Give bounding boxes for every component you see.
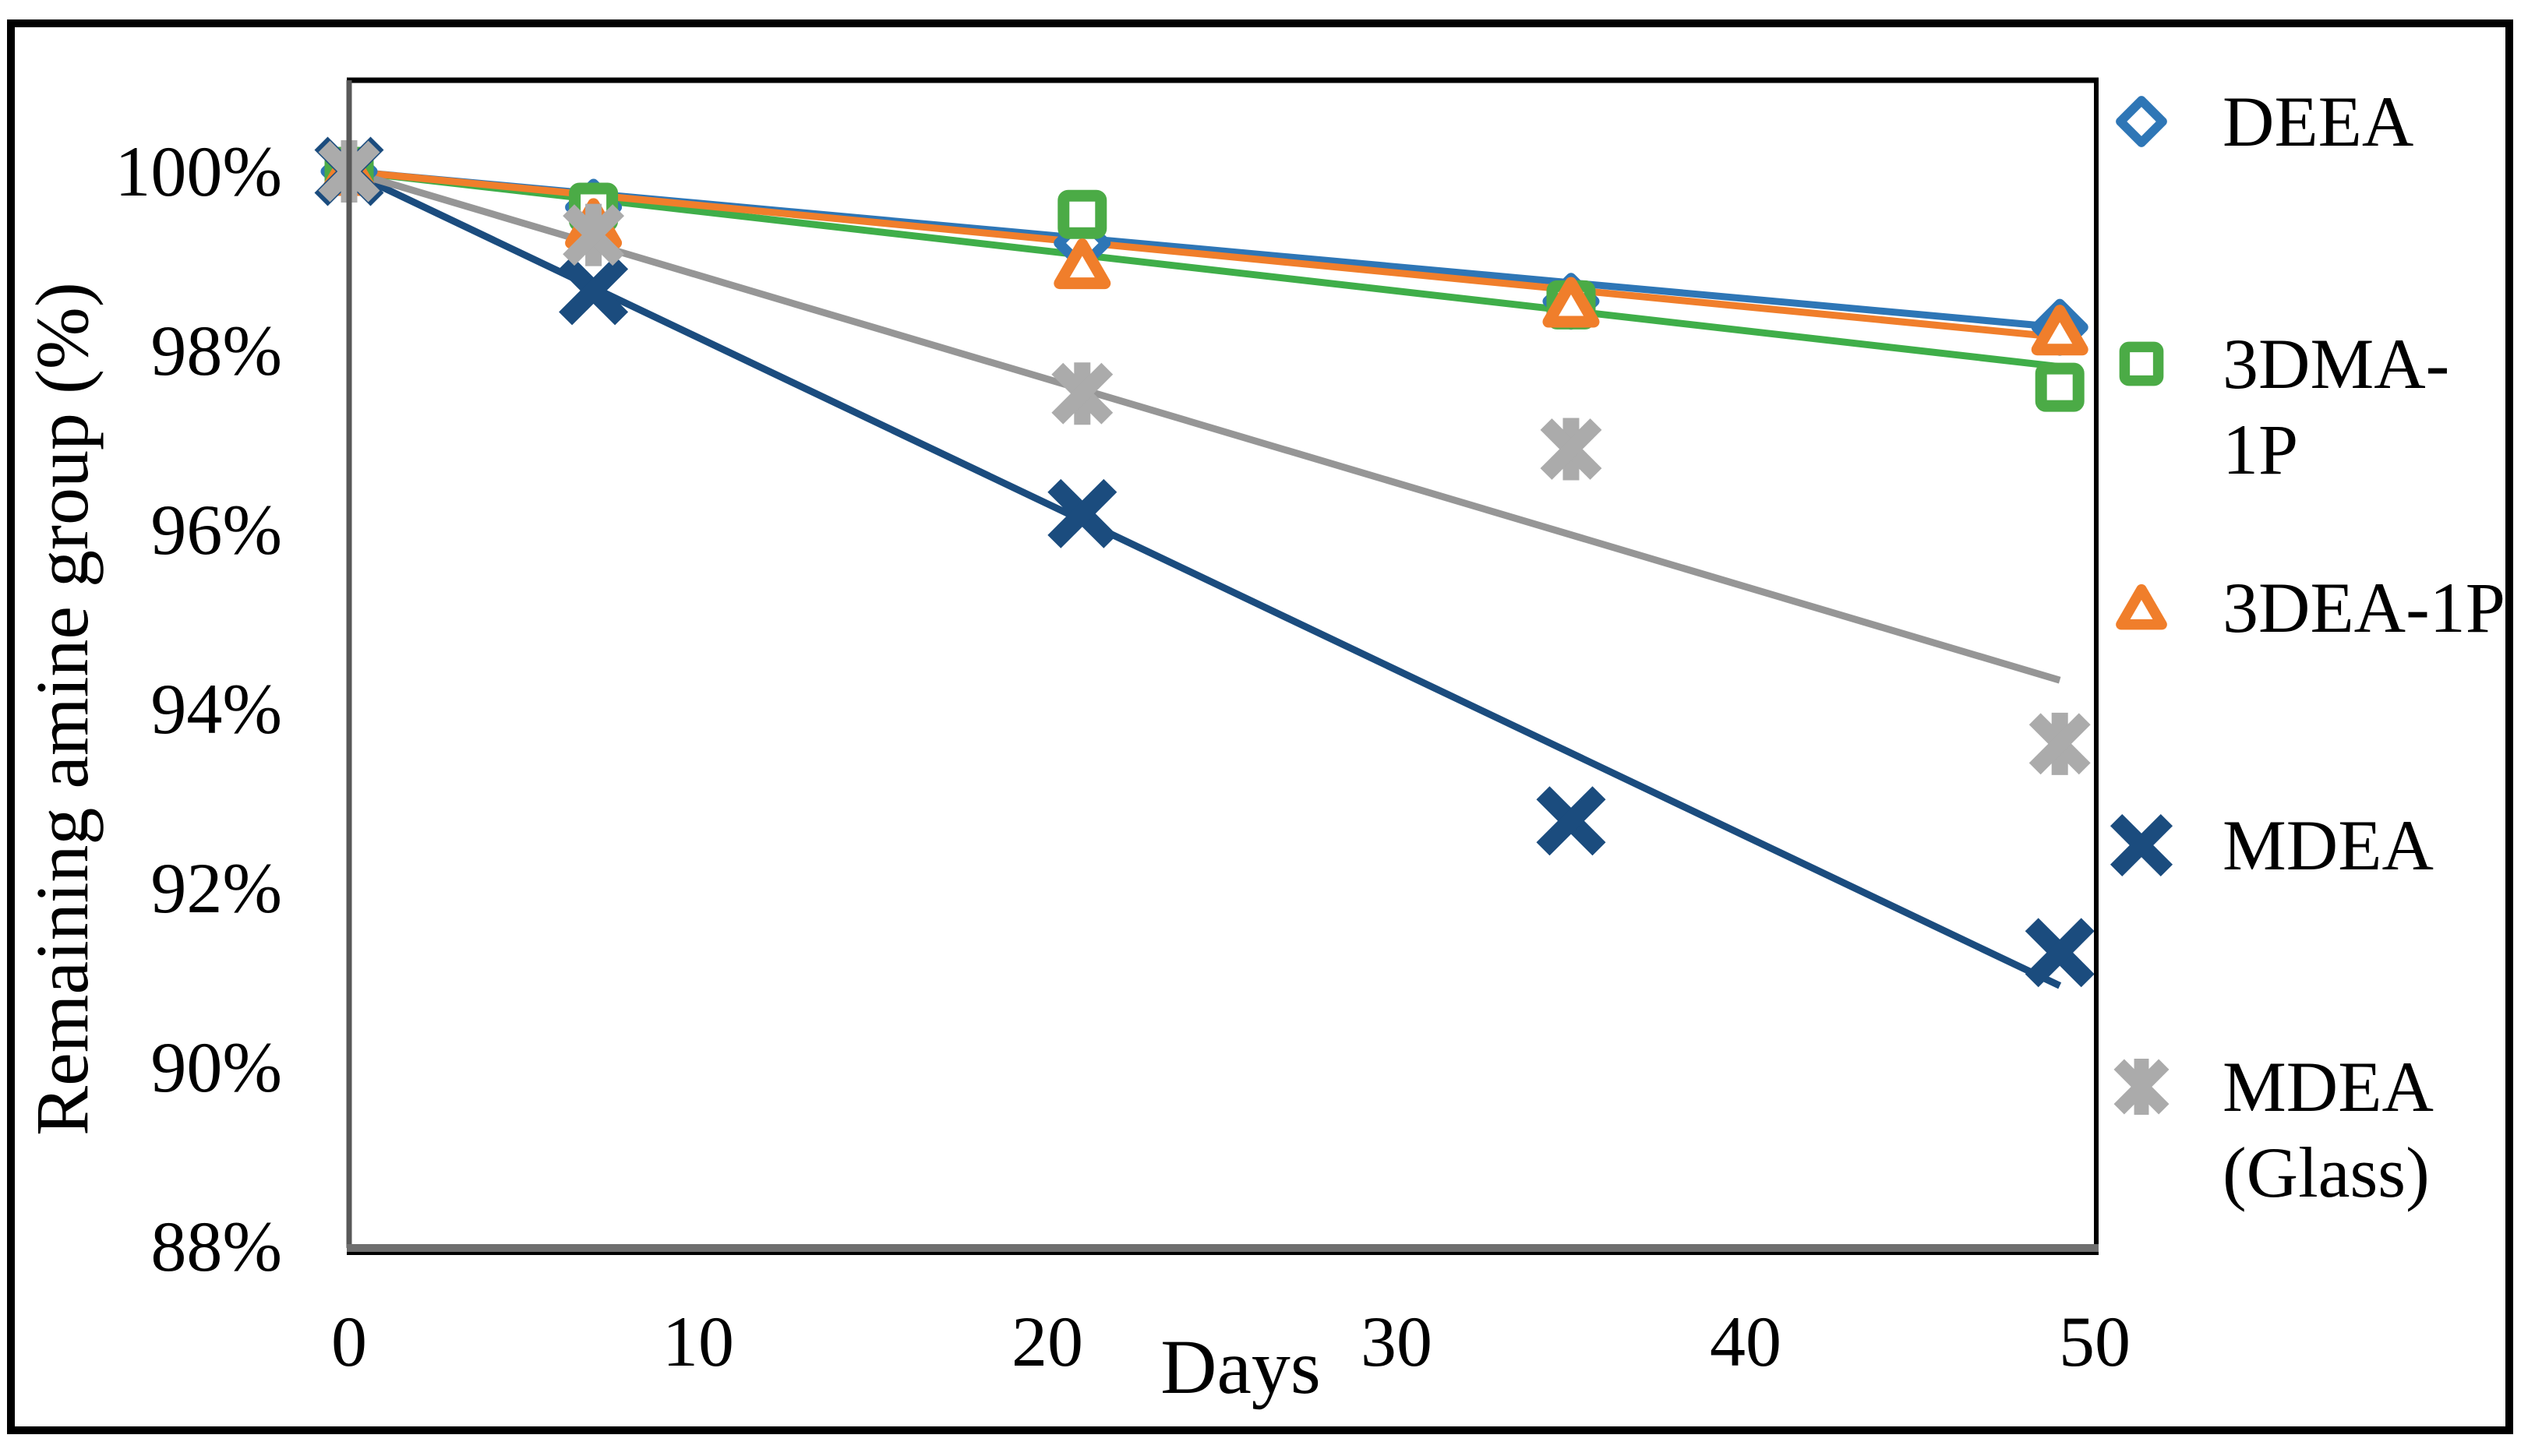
figure-border — [7, 19, 2513, 1434]
x-tick-label: 20 — [1012, 1302, 1083, 1381]
x-axis-line-edge — [347, 1252, 2099, 1255]
data-point-x — [1536, 786, 1606, 856]
legend-label: (Glass) — [2223, 1133, 2430, 1212]
x-tick-label: 40 — [1710, 1302, 1781, 1381]
axis-text-layer: 100% 98% 96% 94% 92% 90% 88% 0 10 20 30 40 50 Days Rem… — [20, 132, 2131, 1410]
axes-layer — [346, 77, 2099, 1255]
data-point-square — [1057, 189, 1107, 239]
line — [1047, 478, 1117, 548]
legend-marker-square — [2119, 341, 2164, 386]
legend-marker-asterisk — [2113, 1059, 2170, 1115]
x-tick-label: 10 — [662, 1302, 734, 1381]
y-tick-label: 100% — [115, 132, 282, 211]
line — [1051, 362, 1114, 425]
x-tick-label: 50 — [2059, 1302, 2131, 1381]
trendlines-layer — [348, 167, 2062, 989]
line — [1536, 786, 1606, 856]
trendline-mdea-glass- — [348, 167, 2061, 684]
legend-label: MDEA — [2223, 806, 2434, 885]
y-tick-label: 98% — [150, 311, 282, 390]
data-point-x — [559, 256, 629, 326]
legend-entry-deea: DEEA — [2116, 82, 2413, 161]
legend-entry-3dea-1p: 3DEA-1P — [2116, 568, 2505, 647]
trendline-3dea-1p — [348, 167, 2060, 341]
line — [2110, 813, 2173, 877]
legend-label: 1P — [2223, 410, 2298, 489]
legend-marker-diamond — [2116, 96, 2167, 147]
y-axis-title: Remaining amine group (%) — [20, 282, 104, 1136]
legend-entry-3dma-1p: 3DMA-1P — [2119, 324, 2449, 489]
legend-label: MDEA — [2223, 1047, 2434, 1126]
y-tick-label: 92% — [150, 848, 282, 928]
series-mdea-glass- — [318, 140, 2091, 775]
line — [2028, 713, 2091, 775]
x-axis-line — [347, 1244, 2099, 1252]
line — [2113, 1059, 2170, 1115]
line — [2025, 918, 2095, 988]
data-point-asterisk — [2028, 712, 2091, 775]
trendline-mdea — [348, 167, 2062, 989]
figure-frame — [7, 19, 2513, 1434]
data-point-asterisk — [1540, 418, 1602, 481]
x-tick-label: 30 — [1361, 1302, 1432, 1381]
line — [1540, 418, 1602, 480]
line — [563, 204, 625, 266]
legend-entry-mdea: MDEA — [2110, 806, 2434, 885]
legend-marker-x — [2110, 813, 2173, 877]
data-point-triangle — [1054, 238, 1111, 290]
data-point-x — [2025, 918, 2095, 988]
legend-entry-mdea-glass-: MDEA(Glass) — [2113, 1047, 2434, 1212]
y-tick-label: 88% — [150, 1207, 282, 1286]
y-tick-label: 90% — [150, 1028, 282, 1107]
legend-marker-triangle — [2116, 583, 2167, 630]
line — [559, 256, 629, 326]
data-point-asterisk — [1051, 362, 1114, 425]
data-point-square — [2035, 362, 2085, 412]
x-tick-label: 0 — [331, 1302, 367, 1381]
trendline-3dma-1p — [348, 167, 2060, 371]
data-point-asterisk — [563, 203, 625, 266]
y-tick-label: 96% — [150, 490, 282, 569]
data-point-triangle — [2031, 305, 2088, 356]
data-point-x — [1047, 478, 1117, 548]
legend-label: 3DEA-1P — [2223, 568, 2505, 647]
legend-label: 3DMA- — [2223, 324, 2449, 404]
data-point-triangle — [1542, 277, 1600, 328]
x-axis-title: Days — [1160, 1324, 1321, 1410]
legend-label: DEEA — [2223, 82, 2413, 161]
y-tick-label: 94% — [150, 669, 282, 749]
